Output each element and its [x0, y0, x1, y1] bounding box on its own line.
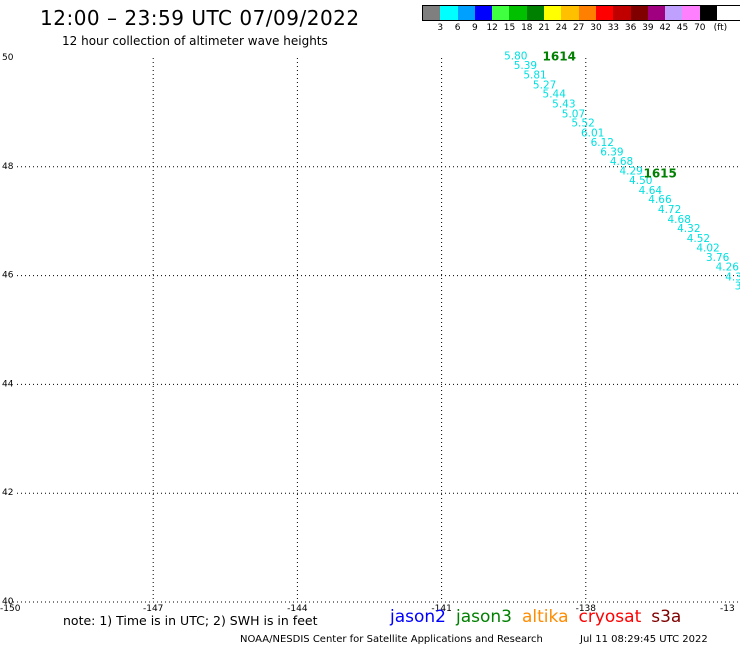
- wave-height-value: 4.72: [658, 204, 681, 216]
- lon-tick-label: -141: [431, 604, 451, 614]
- time-labels: 1614 1615: [543, 50, 677, 181]
- footer-timestamp: Jul 11 08:29:45 UTC 2022: [580, 634, 708, 645]
- lat-tick-label: 48: [2, 162, 14, 172]
- lat-tick-label: 50: [2, 53, 14, 63]
- satellite-name-s3a: s3a: [651, 607, 682, 627]
- wave-height-value: 5.80: [504, 51, 527, 63]
- wave-height-value: 6.39: [600, 146, 623, 158]
- wave-height-value: 4.50: [629, 175, 652, 187]
- legend-swatch: [526, 6, 545, 20]
- legend-swatch: [440, 6, 458, 20]
- legend-label: 33: [607, 23, 620, 33]
- legend-label: 39: [642, 23, 654, 33]
- legend-swatch: [457, 6, 475, 20]
- legend-swatch: [630, 6, 648, 20]
- wave-height-value: 5.44: [543, 89, 567, 101]
- satellite-name-jason2: jason2: [390, 607, 446, 627]
- axis-tick-labels: -150 -147 -144 -141 -138 -13 50 48 46 44 42 40: [0, 53, 735, 614]
- wave-height-value: 6.12: [591, 137, 614, 149]
- legend-unit: (ft): [713, 23, 728, 33]
- satellite-name-altika: altika: [522, 607, 569, 627]
- legend-swatch: [474, 6, 493, 20]
- lon-tick-label: -138: [576, 604, 597, 614]
- legend-label: 3: [437, 23, 444, 33]
- legend-color-bar: [422, 5, 740, 21]
- wave-height-value: 4.29: [619, 165, 642, 177]
- legend-label: 18: [521, 23, 533, 33]
- legend-swatch: [665, 6, 683, 20]
- legend-swatch: [544, 6, 562, 20]
- footnote: note: 1) Time is in UTC; 2) SWH is in fe…: [63, 613, 318, 628]
- wave-height-value: 3.76: [706, 252, 730, 264]
- map-grid: [9, 58, 740, 603]
- wave-height-value: 5.52: [571, 118, 594, 130]
- wave-height-value: 4.68: [668, 214, 691, 226]
- legend-labels: 3 6 9 12 15 18 21 24 27 30 33 36 39 42 45 70 (ft): [422, 23, 740, 35]
- lat-tick-label: 40: [2, 597, 14, 607]
- wave-height-value: 4.64: [639, 185, 663, 197]
- pass-time-label: 1614: [543, 50, 576, 64]
- wave-height-value: 4.02: [696, 243, 719, 255]
- legend-swatch: [561, 6, 579, 20]
- wave-height-value: 5.43: [552, 99, 575, 111]
- legend-label: 45: [676, 23, 689, 33]
- lat-tick-label: 42: [2, 488, 13, 498]
- wave-height-value: 4.32: [677, 223, 700, 235]
- map-title: 12:00 – 23:59 UTC 07/09/2022: [40, 6, 360, 30]
- satellite-name-jason3: jason3: [456, 607, 512, 627]
- wave-height-value: 5.07: [562, 108, 585, 120]
- wave-height-value: 6.01: [581, 127, 604, 139]
- legend-label: 42: [659, 23, 671, 33]
- map-subtitle: 12 hour collection of altimeter wave hei…: [62, 34, 328, 48]
- legend-swatch: [509, 6, 527, 20]
- legend-label: 24: [555, 23, 568, 33]
- wave-height-value: 3.88: [735, 281, 740, 293]
- legend-label: 6: [454, 23, 461, 33]
- lat-tick-label: 44: [2, 379, 14, 389]
- legend-swatch: [613, 6, 631, 20]
- legend-label: 27: [572, 23, 585, 33]
- lon-tick-label: -13: [720, 604, 735, 614]
- lon-tick-label: -150: [0, 604, 21, 614]
- lat-tick-label: 46: [2, 271, 14, 281]
- lon-tick-label: -147: [143, 604, 163, 614]
- pass-time-label: 1615: [643, 167, 676, 181]
- legend-swatch: [492, 6, 510, 20]
- legend-swatch: [699, 6, 718, 20]
- legend-label: 12: [486, 23, 498, 33]
- satellite-name-cryosat: cryosat: [578, 607, 642, 627]
- legend-label: 36: [624, 23, 637, 33]
- wave-height-value: 5.81: [523, 70, 546, 82]
- legend-label: 9: [472, 23, 478, 33]
- wave-height-track: 5.805.395.815.275.445.435.075.526.016.12…: [504, 51, 740, 293]
- legend-label: 21: [538, 23, 550, 33]
- legend-swatch: [578, 6, 596, 20]
- wave-height-value: 4.32: [725, 271, 740, 283]
- legend-label: 70: [694, 23, 706, 33]
- wave-height-value: 4.68: [610, 156, 633, 168]
- wave-height-legend: 3 6 9 12 15 18 21 24 27 30 33 36 39 42 45 70 (ft): [422, 5, 740, 35]
- legend-label: 15: [503, 23, 516, 33]
- wave-height-value: 4.66: [648, 194, 672, 206]
- legend-swatch: [595, 6, 614, 20]
- lon-tick-label: -144: [287, 604, 308, 614]
- footer-credit: NOAA/NESDIS Center for Satellite Applica…: [240, 634, 543, 645]
- satellite-key: jason2 jason3 altika cryosat s3a: [390, 607, 691, 627]
- wave-height-value: 5.39: [514, 60, 537, 72]
- legend-swatch: [647, 6, 666, 20]
- wave-height-value: 4.52: [687, 233, 710, 245]
- wave-height-value: 5.27: [533, 79, 556, 91]
- legend-swatch: [423, 6, 441, 20]
- legend-label: 30: [590, 23, 602, 33]
- legend-swatch: [682, 6, 700, 20]
- wave-height-value: 4.26: [716, 262, 740, 274]
